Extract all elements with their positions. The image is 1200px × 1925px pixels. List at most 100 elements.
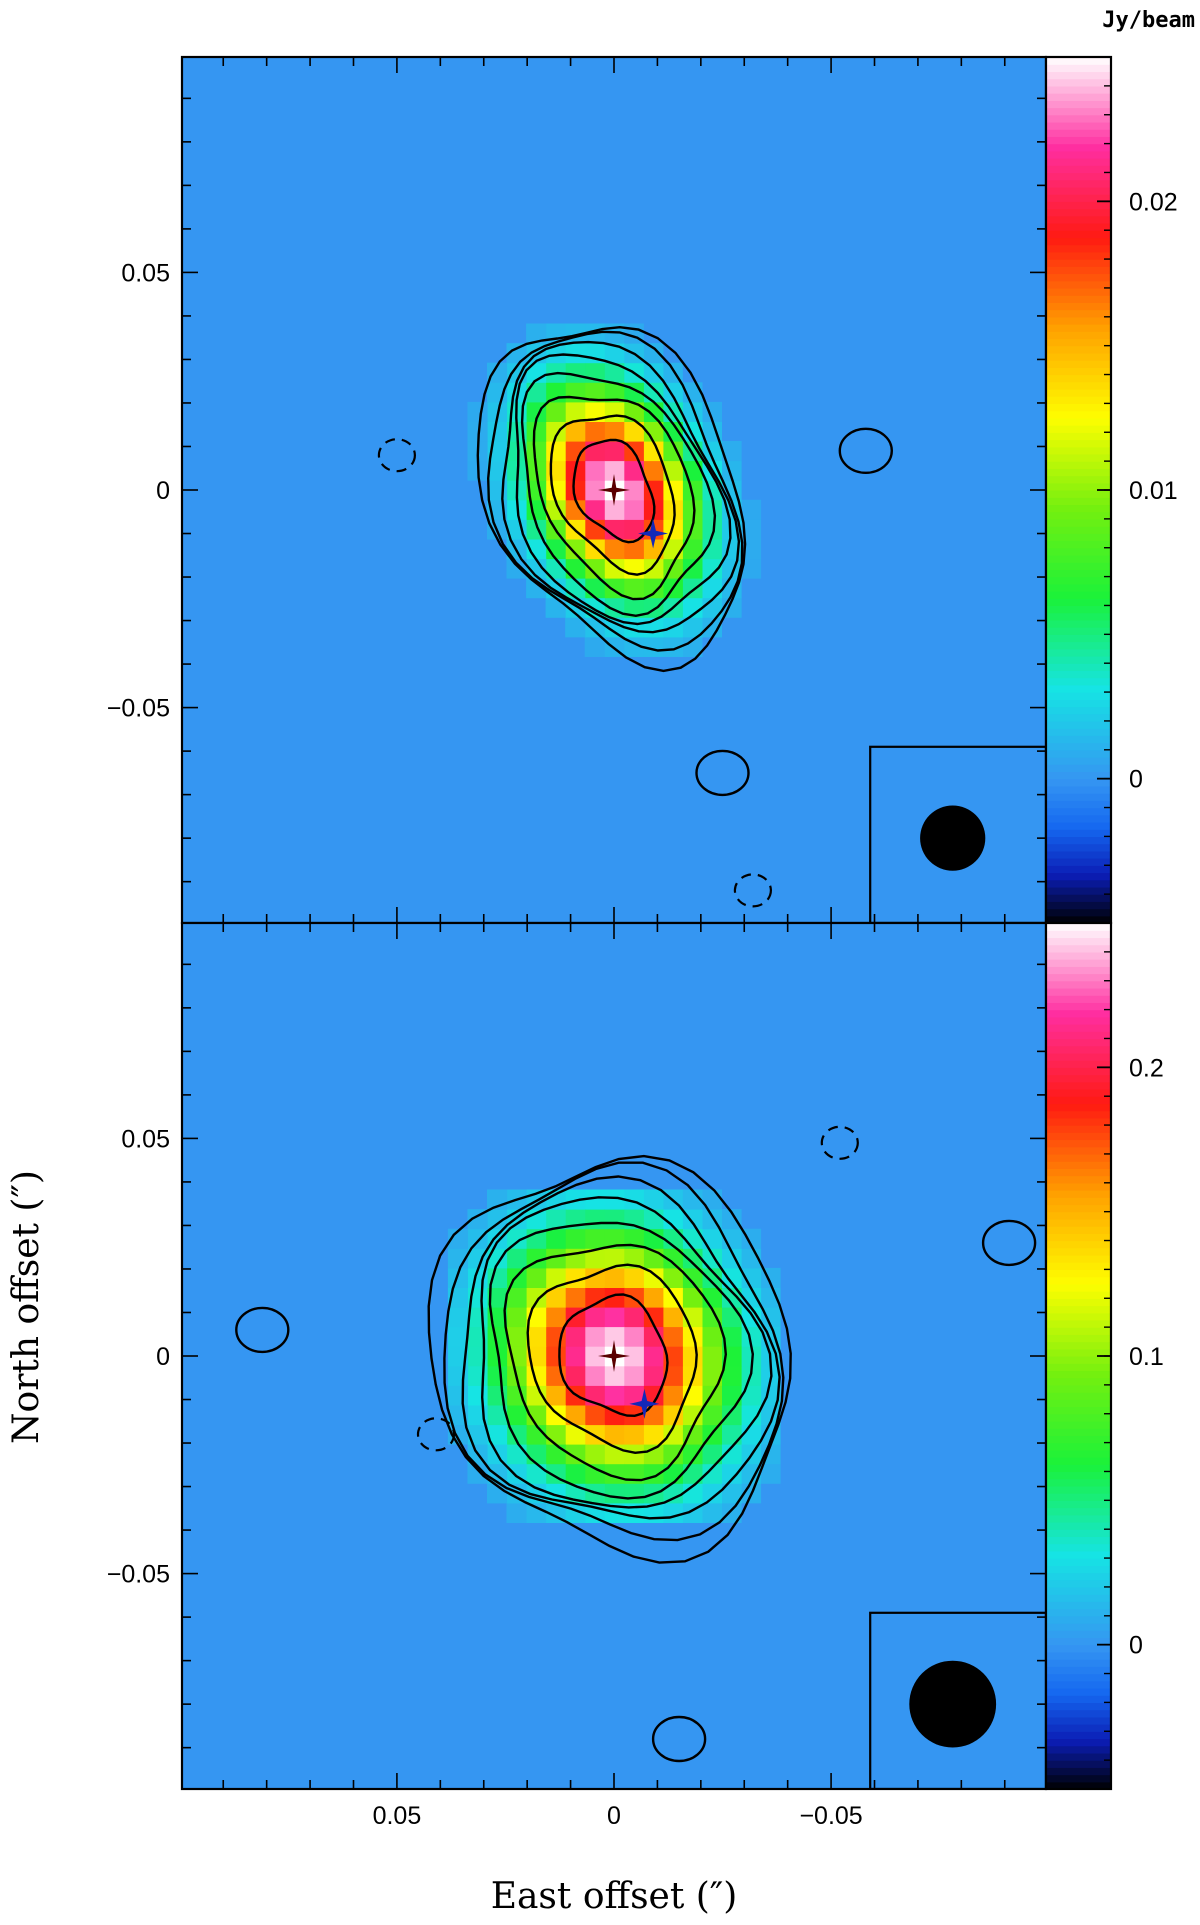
map-pixel: [506, 499, 527, 520]
map-pixel: [604, 1287, 625, 1308]
map-pixel: [545, 480, 566, 501]
map-pixel: [721, 1267, 742, 1288]
colorbar-segment: [1046, 64, 1111, 73]
colorbar-tick-label: 0.2: [1129, 1054, 1164, 1082]
colorbar-segment: [1046, 1262, 1111, 1270]
map-pixel: [506, 1385, 527, 1406]
colorbar-segment: [1046, 1724, 1111, 1732]
colorbar-segment: [1046, 793, 1111, 801]
colorbar-segment: [1046, 1298, 1111, 1307]
map-pixel: [467, 1385, 488, 1406]
map-pixel: [643, 382, 664, 403]
colorbar-segment: [1046, 1471, 1111, 1480]
colorbar-segment: [1046, 684, 1111, 693]
colorbar-segment: [1046, 1247, 1111, 1256]
map-pixel: [565, 1405, 586, 1426]
colorbar-segment: [1046, 807, 1111, 816]
colorbar-segment: [1046, 1074, 1111, 1083]
colorbar-segment: [1046, 345, 1111, 354]
top-colorbar: [1044, 55, 1113, 925]
map-pixel: [487, 401, 508, 422]
colorbar-tick-label: 0.01: [1129, 477, 1178, 505]
contour-blob: [695, 749, 750, 797]
map-pixel: [623, 519, 644, 540]
colorbar-segment: [1046, 1103, 1111, 1112]
colorbar-segment: [1046, 230, 1111, 239]
map-pixel: [623, 1326, 644, 1347]
colorbar-segment: [1046, 388, 1111, 397]
map-pixel: [623, 558, 644, 579]
contour-level: [488, 1221, 755, 1500]
colorbar-segment: [1046, 1767, 1111, 1776]
map-pixel: [662, 1444, 683, 1465]
y-tick-label: −0.05: [107, 695, 170, 723]
map-pixel: [584, 1444, 605, 1465]
x-tick-label: 0: [607, 1802, 621, 1830]
colorbar-segment: [1046, 1139, 1111, 1148]
contour-level: [443, 1161, 785, 1542]
colorbar-segment: [1046, 1356, 1111, 1364]
colorbar-segment: [1046, 1464, 1111, 1473]
colorbar-segment: [1046, 1781, 1111, 1790]
map-pixel: [526, 441, 547, 462]
map-pixel: [506, 1307, 527, 1328]
contour-level: [476, 325, 747, 673]
colorbar-segment: [1046, 482, 1111, 491]
colorbar-segment: [1046, 1226, 1111, 1234]
top-panel-map: [180, 55, 1048, 925]
map-pixel: [682, 1267, 703, 1288]
colorbar-segment: [1046, 302, 1111, 311]
map-pixel: [604, 1483, 625, 1504]
colorbar-segment: [1046, 605, 1111, 614]
map-pixel: [701, 1228, 722, 1249]
map-pixel: [701, 1405, 722, 1426]
map-pixel: [545, 1346, 566, 1367]
map-pixel: [487, 1346, 508, 1367]
colorbar-segment: [1046, 1514, 1111, 1523]
colorbar-segment: [1046, 858, 1111, 866]
map-pixel: [760, 1463, 781, 1484]
colorbar-segment: [1046, 1565, 1111, 1574]
contour-level: [558, 1293, 669, 1418]
map-pixel: [721, 1463, 742, 1484]
map-pixel: [565, 1346, 586, 1367]
colorbar-segment: [1046, 720, 1111, 729]
map-pixel: [662, 1267, 683, 1288]
map-pixel: [447, 1326, 468, 1347]
map-pixel: [604, 1424, 625, 1445]
map-pixel: [643, 1307, 664, 1328]
map-pixel: [682, 1405, 703, 1426]
map-pixel: [604, 539, 625, 560]
colorbar-segment: [1046, 980, 1111, 989]
colorbar-segment: [1046, 764, 1111, 773]
map-pixel: [584, 460, 605, 481]
colorbar-segment: [1046, 591, 1111, 599]
colorbar-segment: [1046, 497, 1111, 506]
map-pixel: [565, 421, 586, 442]
map-pixel: [506, 441, 527, 462]
map-pixel: [526, 1326, 547, 1347]
beam-ellipse: [920, 805, 986, 871]
colorbar-segment: [1046, 1709, 1111, 1718]
colorbar-segment: [1046, 1543, 1111, 1552]
colorbar-segment: [1046, 1558, 1111, 1566]
map-pixel: [584, 1326, 605, 1347]
colorbar-segment: [1046, 367, 1111, 376]
map-pixel: [584, 1228, 605, 1249]
map-pixel: [467, 1346, 488, 1367]
map-pixel: [447, 1307, 468, 1328]
colorbar-segment: [1046, 439, 1111, 448]
map-pixel: [604, 421, 625, 442]
map-pixel: [565, 480, 586, 501]
map-pixel: [584, 499, 605, 520]
map-pixel: [506, 343, 527, 364]
colorbar-segment: [1046, 1428, 1111, 1436]
colorbar-segment: [1046, 1233, 1111, 1242]
y-tick-label: 0: [156, 1343, 170, 1371]
map-pixel: [682, 617, 703, 638]
colorbar-segment: [1046, 1594, 1111, 1602]
colorbar-segment: [1046, 886, 1111, 895]
map-pixel: [643, 558, 664, 579]
colorbar-segment: [1046, 699, 1111, 708]
colorbar-segment: [1046, 1117, 1111, 1126]
